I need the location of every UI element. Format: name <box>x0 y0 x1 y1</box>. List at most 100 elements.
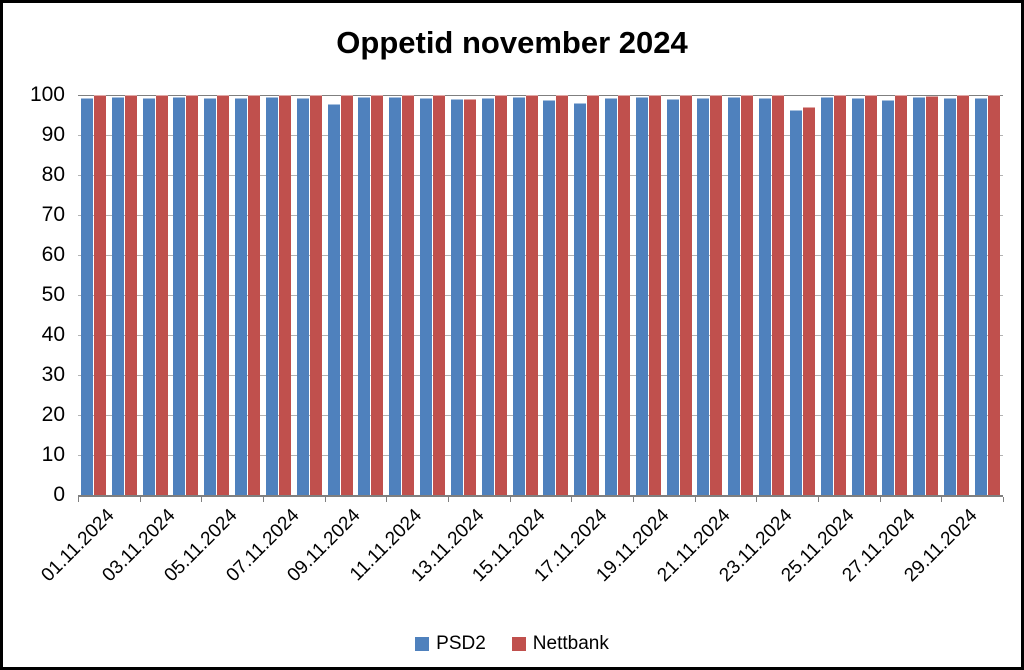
x-axis-tick <box>818 497 819 502</box>
bar-psd2-18.11.2024 <box>604 98 617 495</box>
bar-psd2-04.11.2024 <box>173 97 186 495</box>
gridline-y-70 <box>78 215 1003 216</box>
gridline-y-40 <box>78 335 1003 336</box>
bar-psd2-01.11.2024 <box>80 98 93 495</box>
bar-nettbank-19.11.2024 <box>648 95 661 495</box>
legend-label-nettbank: Nettbank <box>532 633 609 654</box>
plot-area <box>78 95 1003 496</box>
bar-psd2-30.11.2024 <box>974 98 987 495</box>
bar-group-22.11.2024 <box>725 95 756 495</box>
gridline-y-10 <box>78 455 1003 456</box>
bar-group-21.11.2024 <box>695 95 726 495</box>
bar-nettbank-10.11.2024 <box>371 95 384 495</box>
y-axis-tick-label: 40 <box>41 323 65 346</box>
bar-psd2-09.11.2024 <box>327 103 340 495</box>
bar-psd2-14.11.2024 <box>481 98 494 495</box>
bar-group-28.11.2024 <box>910 95 941 495</box>
bar-group-13.11.2024 <box>448 95 479 495</box>
gridline-y-100 <box>78 95 1003 96</box>
bar-group-30.11.2024 <box>972 95 1003 495</box>
bar-group-11.11.2024 <box>386 95 417 495</box>
bar-psd2-20.11.2024 <box>666 99 679 495</box>
y-axis-tick-label: 100 <box>29 83 65 106</box>
bar-nettbank-18.11.2024 <box>617 95 630 495</box>
bar-psd2-29.11.2024 <box>944 97 957 495</box>
bar-nettbank-01.11.2024 <box>93 95 106 495</box>
bar-nettbank-24.11.2024 <box>802 107 815 495</box>
bar-group-10.11.2024 <box>355 95 386 495</box>
bar-psd2-19.11.2024 <box>635 97 648 495</box>
bar-nettbank-16.11.2024 <box>556 95 569 495</box>
x-axis-tick <box>633 497 634 502</box>
bar-group-23.11.2024 <box>756 95 787 495</box>
bar-group-24.11.2024 <box>787 95 818 495</box>
bar-nettbank-17.11.2024 <box>587 95 600 495</box>
bar-psd2-10.11.2024 <box>358 97 371 495</box>
bar-psd2-11.11.2024 <box>389 97 402 495</box>
bar-group-03.11.2024 <box>140 95 171 495</box>
x-axis-tick <box>941 497 943 502</box>
x-axis-tick <box>201 497 203 502</box>
x-axis-tick <box>571 497 573 502</box>
bar-nettbank-07.11.2024 <box>278 95 291 495</box>
bar-psd2-05.11.2024 <box>204 97 217 495</box>
gridline-y-80 <box>78 175 1003 176</box>
y-axis-tick-label: 60 <box>41 243 65 266</box>
x-axis-tick <box>139 497 141 502</box>
bar-psd2-26.11.2024 <box>851 97 864 495</box>
bar-nettbank-22.11.2024 <box>741 95 754 495</box>
bar-psd2-07.11.2024 <box>265 97 278 495</box>
bar-nettbank-05.11.2024 <box>217 95 230 495</box>
bar-group-04.11.2024 <box>170 95 201 495</box>
gridline-y-50 <box>78 295 1003 296</box>
bar-group-07.11.2024 <box>263 95 294 495</box>
x-axis-tick <box>756 497 758 502</box>
gridline-y-60 <box>78 255 1003 256</box>
y-axis-tick-label: 0 <box>53 483 65 506</box>
bar-group-26.11.2024 <box>849 95 880 495</box>
bar-nettbank-28.11.2024 <box>926 96 939 495</box>
bar-group-06.11.2024 <box>232 95 263 495</box>
y-axis-tick-label: 80 <box>41 163 65 186</box>
chart-title: Oppetid november 2024 <box>336 25 688 60</box>
bar-nettbank-30.11.2024 <box>987 95 1000 495</box>
bar-psd2-03.11.2024 <box>142 98 155 495</box>
y-axis-tick-label: 50 <box>41 283 65 306</box>
x-axis-tick <box>879 497 881 502</box>
bar-psd2-02.11.2024 <box>111 97 124 495</box>
bar-psd2-08.11.2024 <box>296 97 309 495</box>
bar-nettbank-25.11.2024 <box>833 95 846 495</box>
bar-nettbank-02.11.2024 <box>124 95 137 495</box>
bar-psd2-22.11.2024 <box>728 97 741 495</box>
x-axis-tick <box>263 497 264 502</box>
bar-nettbank-04.11.2024 <box>186 95 199 495</box>
bar-psd2-25.11.2024 <box>820 97 833 495</box>
bar-group-08.11.2024 <box>294 95 325 495</box>
gridline-y-30 <box>78 375 1003 376</box>
bar-group-27.11.2024 <box>880 95 911 495</box>
x-axis-tick <box>448 497 449 502</box>
bar-psd2-27.11.2024 <box>882 99 895 495</box>
bar-psd2-15.11.2024 <box>512 97 525 495</box>
bar-nettbank-06.11.2024 <box>248 95 261 495</box>
bar-psd2-24.11.2024 <box>789 109 802 495</box>
bar-group-19.11.2024 <box>633 95 664 495</box>
legend-item-nettbank: Nettbank <box>511 633 609 655</box>
bar-nettbank-21.11.2024 <box>710 95 723 495</box>
bar-nettbank-09.11.2024 <box>340 95 353 495</box>
bar-group-15.11.2024 <box>510 95 541 495</box>
bar-group-18.11.2024 <box>602 95 633 495</box>
bar-nettbank-15.11.2024 <box>525 95 538 495</box>
x-axis-tick <box>1003 497 1004 502</box>
x-axis-tick <box>509 497 511 502</box>
bar-nettbank-14.11.2024 <box>494 95 507 495</box>
bar-group-25.11.2024 <box>818 95 849 495</box>
bar-psd2-17.11.2024 <box>574 103 587 495</box>
x-axis-tick <box>324 497 326 502</box>
bar-nettbank-20.11.2024 <box>679 95 692 495</box>
y-axis-tick-label: 30 <box>41 363 65 386</box>
bar-nettbank-13.11.2024 <box>463 99 476 495</box>
bar-group-16.11.2024 <box>540 95 571 495</box>
bar-group-12.11.2024 <box>417 95 448 495</box>
bar-group-14.11.2024 <box>479 95 510 495</box>
